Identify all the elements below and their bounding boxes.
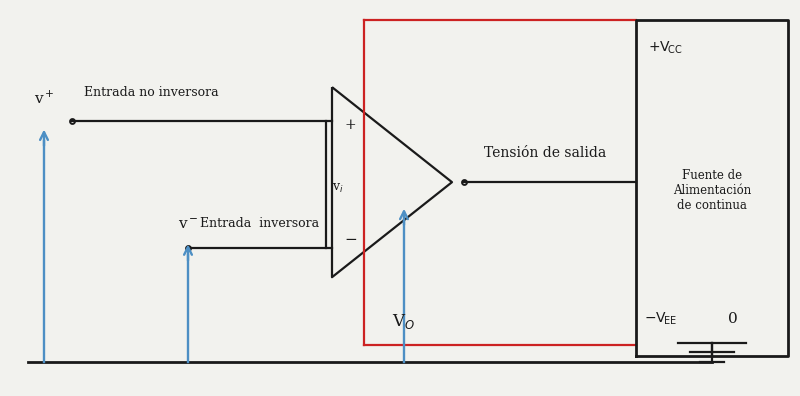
Text: $\mathregular{V}_O$: $\mathregular{V}_O$	[393, 312, 415, 331]
Text: $-\mathrm{V}_{\!\mathrm{EE}}$: $-\mathrm{V}_{\!\mathrm{EE}}$	[644, 310, 678, 327]
Text: $+\mathrm{V}_{\!\mathrm{CC}}$: $+\mathrm{V}_{\!\mathrm{CC}}$	[648, 39, 682, 56]
Text: Entrada  inversora: Entrada inversora	[200, 217, 319, 230]
Text: Fuente de
Alimentación
de continua: Fuente de Alimentación de continua	[673, 169, 751, 211]
Text: $\mathregular{v}^-$: $\mathregular{v}^-$	[178, 217, 198, 232]
Text: $\mathregular{v}^+$: $\mathregular{v}^+$	[34, 89, 54, 107]
Text: +: +	[344, 118, 356, 132]
Text: 0: 0	[728, 312, 738, 326]
Text: Tensión de salida: Tensión de salida	[484, 147, 606, 160]
Text: $\mathregular{v}_i$: $\mathregular{v}_i$	[332, 181, 344, 195]
Text: −: −	[344, 232, 357, 247]
Text: Entrada no inversora: Entrada no inversora	[84, 86, 218, 99]
